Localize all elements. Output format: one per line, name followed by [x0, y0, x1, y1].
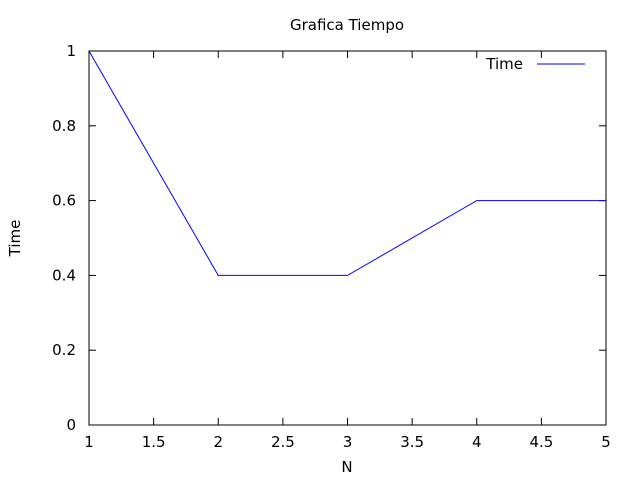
x-tick-label: 4.5 [529, 433, 553, 451]
x-axis-ticks: 1 1.5 2 2.5 3 3.5 4 4.5 5 [84, 51, 611, 451]
y-tick-label: 0.6 [52, 192, 76, 210]
y-tick-label: 0.2 [52, 341, 76, 359]
x-tick-label: 4 [472, 433, 482, 451]
legend: Time [485, 55, 585, 73]
x-tick-label: 1.5 [142, 433, 166, 451]
series-line [88, 50, 606, 276]
x-tick-label: 1 [84, 433, 94, 451]
chart-title: Grafica Tiempo [290, 16, 404, 34]
x-tick-label: 5 [601, 433, 611, 451]
y-axis-label: Time [6, 220, 24, 258]
y-tick-label: 0.4 [52, 266, 76, 284]
plot-frame [88, 50, 607, 426]
y-tick-label: 0 [66, 416, 76, 434]
y-tick-label: 1 [66, 42, 76, 60]
x-tick-label: 3 [343, 433, 353, 451]
x-tick-label: 2 [213, 433, 223, 451]
x-tick-label: 3.5 [400, 433, 424, 451]
x-tick-label: 2.5 [271, 433, 295, 451]
legend-label: Time [485, 55, 523, 73]
y-axis-ticks: 0 0.2 0.4 0.6 0.8 1 [52, 42, 606, 434]
x-axis-label: N [341, 458, 352, 476]
series-layer [88, 50, 606, 276]
y-tick-label: 0.8 [52, 117, 76, 135]
